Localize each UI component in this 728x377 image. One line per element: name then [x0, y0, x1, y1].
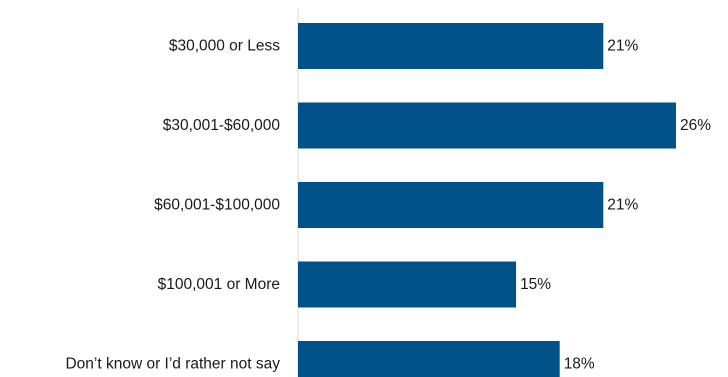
value-labels: 21% 26% 21% 15% 18% [520, 38, 711, 373]
bar-1 [298, 102, 676, 149]
value-label-2: 21% [607, 197, 638, 214]
category-label-4: Don’t know or I’d rather not say [65, 356, 280, 373]
value-label-3: 15% [520, 276, 551, 293]
bar-3 [298, 261, 517, 308]
value-label-4: 18% [564, 356, 595, 373]
value-label-0: 21% [607, 38, 638, 55]
category-label-2: $60,001-$100,000 [154, 197, 280, 214]
bars [298, 23, 676, 377]
category-label-3: $100,001 or More [158, 276, 280, 293]
bar-0 [298, 23, 604, 69]
bar-4 [298, 341, 560, 377]
bar-2 [298, 182, 604, 228]
value-label-1: 26% [680, 117, 711, 134]
category-label-0: $30,000 or Less [169, 38, 280, 55]
category-labels: $30,000 or Less $30,001-$60,000 $60,001-$1… [65, 38, 280, 373]
category-label-1: $30,001-$60,000 [163, 117, 281, 134]
